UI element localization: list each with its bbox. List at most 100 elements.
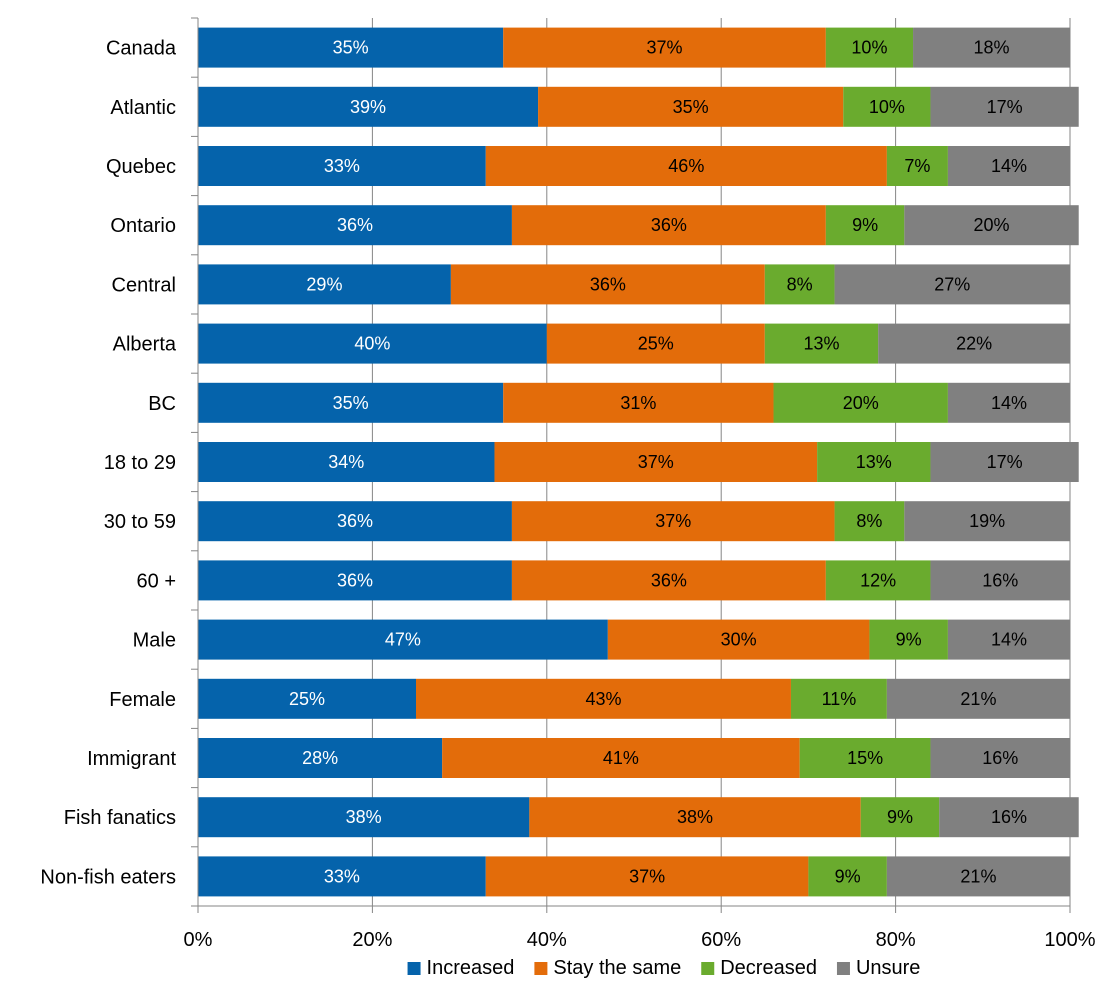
bar-atlantic-decreased	[843, 86, 931, 127]
bar-30-to-59-decreased	[834, 501, 905, 542]
bar-row-central: 29% 36% 8% 27%	[198, 264, 1070, 305]
legend-item-decreased: Decreased	[701, 957, 817, 979]
bar-quebec-increased	[198, 146, 486, 186]
bar-bc-stay-the-same	[503, 382, 774, 423]
bar-label-quebec-decreased: 7%	[904, 156, 930, 176]
bar-label-18-to-29-increased: 34%	[328, 452, 364, 472]
bar-label-18-to-29-decreased: 13%	[856, 452, 892, 472]
bar-label-ontario-decreased: 9%	[852, 215, 878, 235]
x-tick-label-100: 100%	[1044, 929, 1095, 951]
legend-item-unsure: Unsure	[836, 957, 920, 979]
bar-label-30-to-59-increased: 36%	[337, 511, 373, 531]
category-label-bc: BC	[148, 393, 176, 415]
bar-label-alberta-stay-the-same: 25%	[638, 334, 674, 354]
bar-label-male-increased: 47%	[385, 630, 421, 650]
bar-label-female-unsure: 21%	[960, 689, 996, 709]
legend-label-decreased: Decreased	[720, 957, 817, 979]
bar-row-female: 25% 43% 11% 21%	[198, 678, 1070, 719]
bars: 35% 37% 10% 18%39% 35% 10% 17%33% 46% 7% 14%36% 36…	[198, 27, 1079, 897]
bar-row-immigrant: 28% 41% 15% 16%	[198, 738, 1070, 778]
legend-swatch-unsure	[836, 962, 850, 975]
legend-swatch-increased	[407, 962, 421, 975]
bar-ontario-unsure	[904, 205, 1079, 246]
legend-item-stay-the-same: Stay the same	[534, 957, 681, 979]
bar-central-increased	[198, 264, 451, 305]
bar-label-quebec-stay-the-same: 46%	[668, 156, 704, 176]
bar-canada-decreased	[825, 27, 914, 68]
bar-non-fish-eaters-unsure	[886, 856, 1070, 897]
category-label-female: Female	[109, 689, 176, 711]
bar-label-canada-unsure: 18%	[974, 38, 1010, 58]
bar-label-fish-fanatics-increased: 38%	[346, 807, 382, 827]
bar-label-immigrant-increased: 28%	[302, 748, 338, 768]
bar-central-decreased	[764, 264, 835, 305]
bar-label-ontario-unsure: 20%	[974, 215, 1010, 235]
bar-male-stay-the-same	[607, 619, 870, 660]
x-tick-labels: 0% 20% 40% 60% 80% 100%	[184, 929, 1096, 951]
bar-label-central-decreased: 8%	[787, 274, 813, 294]
bar-row-18-to-29: 34% 37% 13% 17%	[198, 442, 1079, 482]
bar-bc-unsure	[947, 382, 1070, 423]
bar-row-quebec: 33% 46% 7% 14%	[198, 146, 1070, 186]
bar-bc-decreased	[773, 382, 948, 423]
bar-row-canada: 35% 37% 10% 18%	[198, 27, 1070, 68]
bar-immigrant-decreased	[799, 738, 931, 778]
bar-fish-fanatics-increased	[198, 797, 530, 838]
bar-60-decreased	[825, 560, 931, 601]
bar-canada-unsure	[913, 27, 1070, 68]
category-label-quebec: Quebec	[106, 156, 176, 178]
bar-row-60: 36% 36% 12% 16%	[198, 560, 1070, 601]
bar-30-to-59-unsure	[904, 501, 1070, 542]
bar-label-18-to-29-unsure: 17%	[987, 452, 1023, 472]
bar-label-canada-stay-the-same: 37%	[647, 38, 683, 58]
legend-label-stay-the-same: Stay the same	[553, 957, 681, 979]
bar-label-bc-decreased: 20%	[843, 393, 879, 413]
bar-18-to-29-stay-the-same	[494, 442, 818, 482]
legend: Increased Stay the same Decreased Unsure	[407, 957, 920, 979]
bar-quebec-stay-the-same	[485, 146, 887, 186]
legend-item-increased: Increased	[407, 957, 514, 979]
bar-alberta-decreased	[764, 323, 879, 364]
category-label-central: Central	[112, 274, 176, 296]
bar-label-30-to-59-decreased: 8%	[856, 511, 882, 531]
bar-row-alberta: 40% 25% 13% 22%	[198, 323, 1070, 364]
bar-immigrant-increased	[198, 738, 443, 778]
category-label-canada: Canada	[106, 38, 177, 60]
category-labels: Canada Atlantic Quebec Ontario Central Albert…	[40, 38, 176, 889]
bar-label-alberta-unsure: 22%	[956, 334, 992, 354]
bar-female-unsure	[886, 678, 1070, 719]
bar-canada-increased	[198, 27, 504, 68]
bar-fish-fanatics-stay-the-same	[529, 797, 861, 838]
bar-label-60-stay-the-same: 36%	[651, 570, 687, 590]
bar-label-immigrant-unsure: 16%	[982, 748, 1018, 768]
bar-label-female-increased: 25%	[289, 689, 325, 709]
bar-canada-stay-the-same	[503, 27, 826, 68]
bar-quebec-unsure	[947, 146, 1070, 186]
bar-atlantic-stay-the-same	[538, 86, 844, 127]
bar-label-60-increased: 36%	[337, 570, 373, 590]
bar-label-non-fish-eaters-unsure: 21%	[960, 866, 996, 886]
bar-alberta-stay-the-same	[546, 323, 765, 364]
bar-30-to-59-increased	[198, 501, 512, 542]
bar-fish-fanatics-unsure	[939, 797, 1079, 838]
category-label-fish-fanatics: Fish fanatics	[64, 807, 176, 829]
bar-18-to-29-decreased	[817, 442, 931, 482]
bar-central-stay-the-same	[450, 264, 765, 305]
axes	[191, 17, 1071, 913]
bar-label-fish-fanatics-stay-the-same: 38%	[677, 807, 713, 827]
bar-row-ontario: 36% 36% 9% 20%	[198, 205, 1079, 246]
bar-fish-fanatics-decreased	[860, 797, 940, 838]
bar-row-30-to-59: 36% 37% 8% 19%	[198, 501, 1070, 542]
bar-female-increased	[198, 678, 416, 719]
bar-non-fish-eaters-increased	[198, 856, 486, 897]
legend-swatch-stay-the-same	[534, 962, 548, 975]
bar-quebec-decreased	[886, 146, 948, 186]
bar-row-fish-fanatics: 38% 38% 9% 16%	[198, 797, 1079, 838]
bar-30-to-59-stay-the-same	[511, 501, 835, 542]
bar-label-non-fish-eaters-decreased: 9%	[835, 866, 861, 886]
bar-label-60-decreased: 12%	[860, 570, 896, 590]
bar-row-male: 47% 30% 9% 14%	[198, 619, 1070, 660]
x-tick-label-0: 0%	[184, 929, 213, 951]
bar-male-unsure	[947, 619, 1070, 660]
